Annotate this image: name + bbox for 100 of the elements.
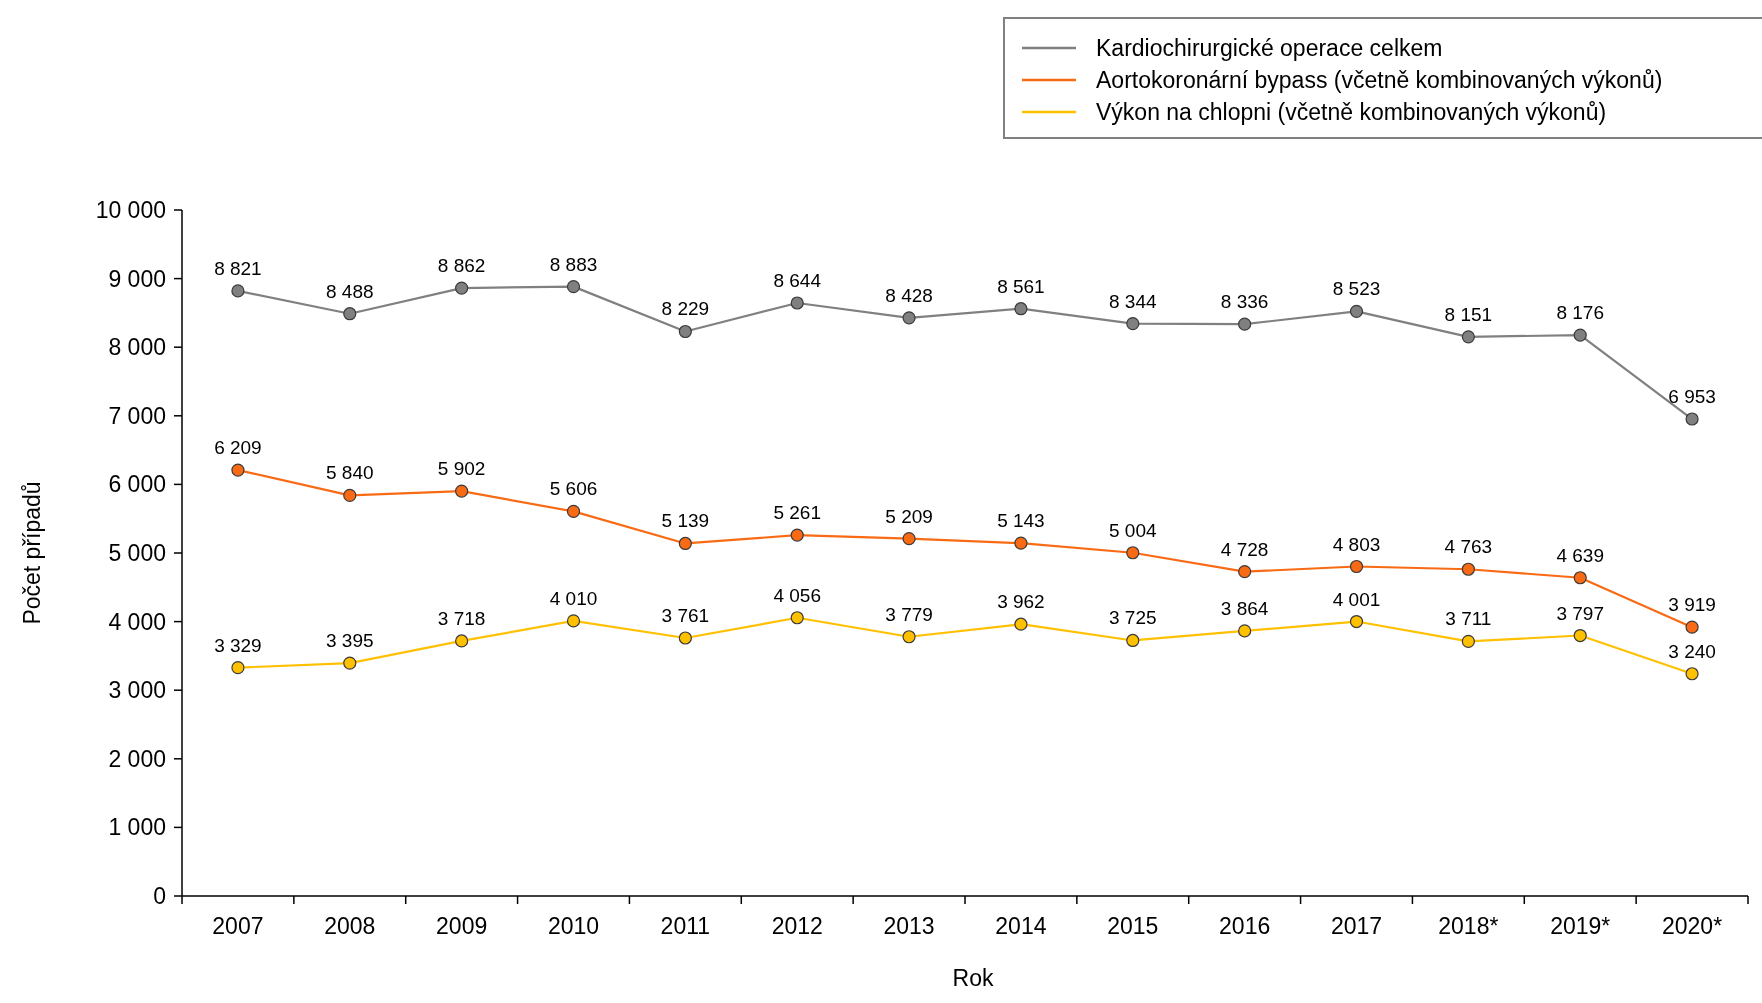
x-tick-label: 2007 [212,913,264,939]
point [566,504,581,519]
point [1573,628,1587,643]
point [1126,546,1140,560]
x-axis-title: Rok [952,965,994,991]
point [1014,617,1028,631]
data-label: 3 864 [1220,597,1269,619]
point [1238,624,1252,638]
x-tick-label: 2011 [660,913,711,939]
data-label: 3 962 [997,591,1045,613]
data-label: 5 209 [885,505,933,527]
point [1461,330,1475,344]
data-label: 4 639 [1556,544,1604,566]
data-label: 8 883 [549,253,598,275]
data-label: 3 919 [1668,594,1716,616]
data-label: 8 151 [1444,303,1493,325]
x-tick-label: 2009 [436,913,488,939]
y-tick-label: 6 000 [108,471,166,498]
y-tick-label: 8 000 [108,334,166,361]
data-label: 4 056 [773,584,821,606]
data-label: 8 523 [1332,278,1381,300]
y-tick-label: 7 000 [108,402,166,429]
point [1685,667,1699,681]
data-label: 8 336 [1220,291,1269,313]
point [455,281,469,295]
data-label: 5 902 [437,458,486,480]
point [1685,412,1699,426]
point [1238,565,1252,579]
legend-label: Kardiochirurgické operace celkem [1096,35,1443,62]
data-label: 5 261 [773,502,821,524]
x-tick-label: 2020* [1662,913,1723,939]
point [790,296,804,310]
point [1349,304,1364,318]
y-tick-label: 0 [153,883,166,910]
point [1014,302,1028,316]
data-label: 8 428 [885,284,933,306]
point [1238,317,1252,331]
data-label: 4 010 [549,587,598,609]
point [1014,536,1028,550]
data-label: 6 209 [214,437,262,459]
y-tick-label: 10 000 [95,197,166,224]
point [1461,562,1475,576]
point [1461,634,1475,649]
x-tick-label: 2008 [324,913,376,939]
point [566,614,581,628]
y-tick-label: 9 000 [108,265,166,292]
data-label: 5 840 [326,462,374,484]
y-tick-label: 4 000 [108,608,166,635]
data-label: 3 761 [661,605,710,626]
data-label: 4 001 [1332,588,1381,610]
point [678,536,692,551]
point [1126,633,1140,648]
y-tick-label: 3 000 [108,677,166,704]
data-label: 8 561 [997,275,1045,297]
point [1685,620,1699,634]
legend-label: Výkon na chlopni (včetně kombinovaných výkonů) [1096,99,1607,126]
point [343,488,357,502]
data-label: 3 725 [1109,607,1157,629]
point [1126,317,1140,331]
data-label: 3 329 [214,634,262,656]
point [790,528,804,542]
point [1349,559,1364,574]
point [343,656,357,670]
y-tick-label: 2 000 [108,745,166,772]
data-label: 8 344 [1109,290,1157,312]
data-label: 8 176 [1556,302,1604,324]
legend-label: Aortokoronární bypass (včetně kombinovaných výkonů) [1096,67,1663,94]
point [231,661,245,675]
data-label: 4 728 [1220,538,1269,560]
data-label: 3 718 [437,607,486,629]
data-label: 6 953 [1668,386,1716,408]
point [343,307,357,321]
data-label: 5 004 [1109,519,1157,541]
point [1349,614,1364,629]
x-tick-label: 2019* [1550,913,1611,939]
data-label: 8 862 [437,255,486,277]
point [1573,571,1587,585]
x-tick-label: 2014 [995,913,1047,939]
data-label: 8 488 [326,280,374,302]
x-tick-label: 2018* [1438,913,1499,939]
point [902,630,916,644]
y-tick-label: 5 000 [108,540,166,567]
y-axis-title: Počet případů [19,481,45,625]
point [231,463,245,477]
point [1573,328,1587,342]
point [455,634,469,648]
x-tick-label: 2015 [1107,913,1159,939]
point [902,311,916,325]
y-tick-label: 1 000 [108,814,166,841]
data-label: 3 797 [1556,602,1604,624]
data-label: 4 803 [1332,533,1381,555]
x-tick-label: 2016 [1219,913,1271,939]
data-label: 8 644 [773,270,822,292]
x-tick-label: 2010 [547,913,600,939]
point [790,611,804,625]
data-label: 5 143 [997,510,1045,532]
point [902,532,916,546]
point [231,284,245,298]
data-label: 3 779 [885,603,933,625]
data-label: 8 821 [214,257,262,279]
